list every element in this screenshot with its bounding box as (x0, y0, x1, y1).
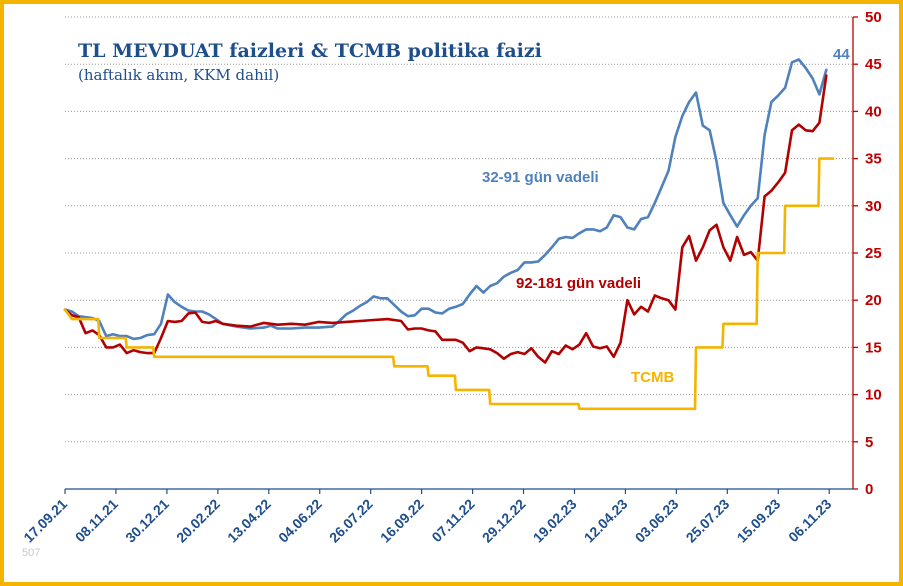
x-tick-label-26.07.22: 26.07.22 (326, 496, 376, 546)
y-tick-label-45: 45 (865, 56, 882, 73)
series-lines (63, 58, 835, 411)
x-tick-label-06.11.23: 06.11.23 (785, 496, 834, 545)
y-tick-label-50: 50 (865, 9, 882, 26)
x-tick-label-03.06.23: 03.06.23 (632, 496, 682, 546)
series-line-3 (63, 157, 835, 411)
y-tick-label-10: 10 (865, 387, 882, 404)
series-label-92-181: 92-181 gün vadeli (516, 275, 642, 292)
series-line-1 (63, 58, 828, 341)
y-tick-label-35: 35 (865, 151, 882, 168)
y-tick-label-30: 30 (865, 198, 882, 215)
y-tick-label-5: 5 (865, 434, 873, 451)
x-tick-label-04.06.22: 04.06.22 (275, 496, 325, 546)
y-tick-label-20: 20 (865, 292, 882, 309)
x-tick-label-07.11.22: 07.11.22 (428, 496, 477, 545)
y-tick-label-0: 0 (865, 481, 873, 498)
series-label-32-91: 32-91 gün vadeli (482, 169, 599, 186)
chart-title: TL MEVDUAT faizleri & TCMB politika faiz… (78, 40, 542, 62)
corner-note: 507 (22, 547, 41, 559)
chart-subtitle: (haftalık akım, KKM dahil) (78, 66, 280, 84)
y-tick-label-25: 25 (865, 245, 882, 262)
x-tick-label-16.09.22: 16.09.22 (377, 496, 427, 546)
x-tick-label-13.04.22: 13.04.22 (224, 496, 274, 546)
x-tick-label-19.02.23: 19.02.23 (530, 496, 580, 546)
x-tick-label-08.11.21: 08.11.21 (72, 496, 121, 545)
series-label-tcmb: TCMB (631, 369, 675, 386)
gridlines (65, 16, 853, 443)
x-tick-label-12.04.23: 12.04.23 (581, 496, 631, 546)
end-value-label: 44 (833, 46, 850, 63)
x-tick-label-25.07.23: 25.07.23 (683, 496, 733, 546)
axes: 0 5 10 15 20 25 30 35 40 45 50 17.09.21 08.11.21 30.1… (20, 9, 881, 546)
x-tick-label-20.02.22: 20.02.22 (173, 496, 223, 546)
y-tick-label-15: 15 (865, 339, 882, 356)
series-line-2 (63, 74, 828, 364)
x-tick-label-17.09.21: 17.09.21 (20, 496, 70, 546)
x-tick-label-29.12.22: 29.12.22 (479, 496, 529, 546)
y-tick-label-40: 40 (865, 103, 882, 120)
x-tick-label-30.12.21: 30.12.21 (122, 496, 172, 546)
x-tick-label-15.09.23: 15.09.23 (734, 496, 784, 546)
